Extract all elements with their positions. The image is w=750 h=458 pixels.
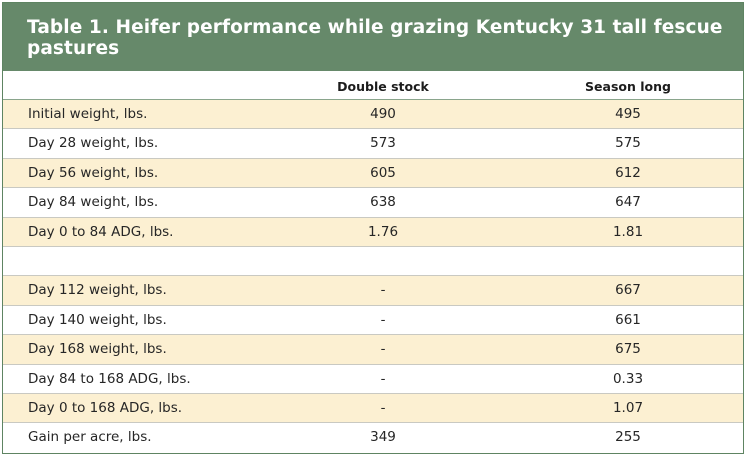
row-label: Day 28 weight, lbs. [28, 135, 159, 152]
season-long-value: 647 [615, 194, 641, 211]
column-header-season-long: Season long [585, 79, 671, 94]
row-label: Day 112 weight, lbs. [28, 282, 167, 299]
season-long-value: 661 [615, 311, 641, 328]
row-label: Day 140 weight, lbs. [28, 311, 167, 328]
season-long-value: 575 [615, 135, 641, 152]
table-row: Day 84 weight, lbs. 638 647 [3, 188, 743, 218]
table-row-spacer [3, 246, 743, 277]
double-stock-value: 349 [370, 429, 396, 446]
season-long-value: 667 [615, 282, 641, 299]
row-label: Day 0 to 84 ADG, lbs. [28, 223, 174, 240]
double-stock-value: - [380, 399, 386, 416]
table-header-row: Double stock Season long [3, 71, 743, 100]
double-stock-value: 1.76 [367, 223, 399, 240]
double-stock-value: - [380, 341, 386, 358]
double-stock-value: - [380, 311, 386, 328]
row-label: Day 168 weight, lbs. [28, 341, 167, 358]
column-header-double-stock: Double stock [337, 79, 429, 94]
double-stock-value: - [380, 370, 386, 387]
table-row: Day 168 weight, lbs. - 675 [3, 335, 743, 365]
double-stock-value: 573 [370, 135, 396, 152]
double-stock-value: 638 [370, 194, 396, 211]
table-row: Initial weight, lbs. 490 495 [3, 100, 743, 130]
table-row: Day 84 to 168 ADG, lbs. - 0.33 [3, 365, 743, 394]
row-label: Day 0 to 168 ADG, lbs. [28, 399, 183, 416]
table-row: Gain per acre, lbs. 349 255 [3, 423, 743, 452]
season-long-value: 612 [615, 164, 641, 181]
table-row: Day 0 to 168 ADG, lbs. - 1.07 [3, 393, 743, 424]
season-long-value: 495 [615, 106, 641, 122]
row-label: Day 84 weight, lbs. [28, 194, 159, 211]
double-stock-value: 605 [370, 164, 396, 181]
season-long-value: 1.07 [612, 399, 644, 416]
row-label: Day 84 to 168 ADG, lbs. [28, 370, 191, 387]
table-row: Day 56 weight, lbs. 605 612 [3, 158, 743, 189]
season-long-value: 255 [615, 429, 641, 446]
table-row: Day 0 to 84 ADG, lbs. 1.76 1.81 [3, 217, 743, 247]
row-label: Initial weight, lbs. [28, 106, 148, 122]
double-stock-value: - [380, 282, 386, 299]
table-row: Day 112 weight, lbs. - 667 [3, 276, 743, 306]
season-long-value: 0.33 [612, 370, 644, 387]
row-label: Day 56 weight, lbs. [28, 164, 159, 181]
season-long-value: 1.81 [612, 223, 644, 240]
double-stock-value: 490 [370, 106, 396, 122]
table-title: Table 1. Heifer performance while grazin… [3, 3, 743, 71]
season-long-value: 675 [615, 341, 641, 358]
table-row: Day 28 weight, lbs. 573 575 [3, 129, 743, 159]
row-label: Gain per acre, lbs. [28, 429, 152, 446]
table-row: Day 140 weight, lbs. - 661 [3, 306, 743, 336]
heifer-performance-table: Table 1. Heifer performance while grazin… [2, 2, 744, 454]
